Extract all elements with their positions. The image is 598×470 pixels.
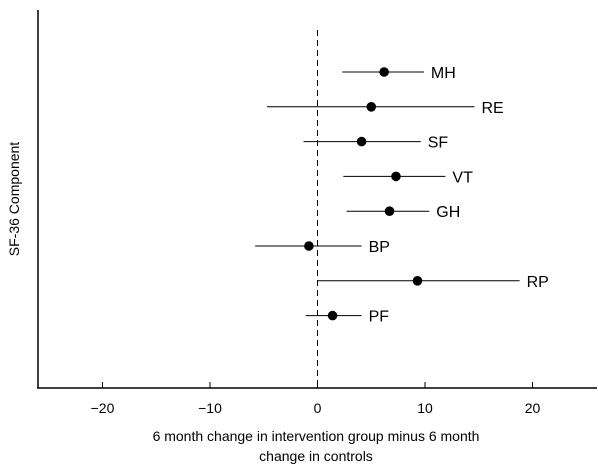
point-vt: [391, 171, 401, 182]
point-gh: [384, 206, 395, 216]
series-label-pf: PF: [369, 309, 390, 326]
series-label-gh: GH: [436, 204, 460, 221]
x-tick-label: 10: [417, 400, 433, 416]
x-tick-label: 0: [314, 400, 322, 416]
x-tick-label: −10: [198, 400, 222, 416]
x-tick-label: −20: [91, 400, 115, 416]
x-axis-label-line-2: change in controls: [259, 448, 373, 464]
point-rp: [412, 276, 423, 286]
x-axis-label-line-1: 6 month change in intervention group min…: [153, 428, 480, 444]
series-label-re: RE: [481, 100, 503, 117]
series-label-vt: VT: [452, 169, 473, 186]
y-axis-label: SF-36 Component: [6, 142, 22, 257]
series-label-mh: MH: [431, 65, 456, 82]
series-label-rp: RP: [527, 274, 549, 291]
point-mh: [379, 67, 389, 77]
point-sf: [356, 136, 367, 147]
x-tick-label: 20: [525, 400, 541, 416]
x-axis-ticks: −20 −10 0 10 20: [91, 382, 541, 416]
point-pf: [327, 310, 338, 321]
point-bp: [304, 241, 314, 251]
series-label-bp: BP: [369, 239, 390, 256]
point-re: [366, 102, 377, 112]
series-label-sf: SF: [428, 135, 449, 152]
